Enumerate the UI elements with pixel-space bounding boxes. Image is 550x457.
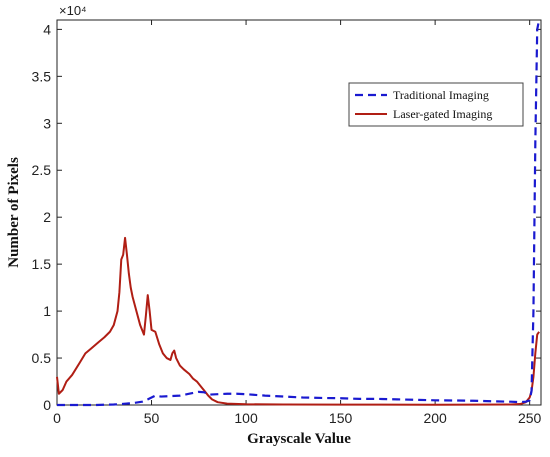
y-axis-multiplier: ×10⁴ (59, 3, 87, 18)
x-tick-label: 250 (518, 410, 542, 426)
series-line-traditional-imaging (57, 19, 541, 407)
y-tick-label: 3 (43, 115, 51, 131)
x-axis-ticks: 0 50 100 150 200 250 (53, 20, 542, 426)
y-axis-label: Number of Pixels (6, 157, 22, 268)
x-tick-label: 0 (53, 410, 61, 426)
x-tick-label: 150 (329, 410, 353, 426)
x-tick-label: 50 (144, 410, 160, 426)
y-tick-label: 1.5 (32, 256, 52, 272)
legend-label-traditional-imaging: Traditional Imaging (393, 88, 489, 102)
y-tick-label: 2 (43, 209, 51, 225)
y-tick-label: 0.5 (32, 350, 52, 366)
y-axis-ticks: 0 0.5 1 1.5 2 2.5 3 3.5 4 (32, 21, 541, 413)
legend-box (348, 82, 524, 127)
y-tick-label: 2.5 (32, 162, 52, 178)
legend-label-laser-gated-imaging: Laser-gated Imaging (393, 107, 492, 121)
series-group (56, 19, 541, 407)
series-line-laser-gated-imaging (56, 236, 540, 406)
x-axis-label: Grayscale Value (247, 431, 351, 447)
y-tick-label: 4 (43, 21, 51, 37)
legend: Traditional Imaging Laser-gated Imaging (348, 82, 524, 127)
plot-area (56, 19, 542, 406)
y-tick-label: 3.5 (32, 68, 52, 84)
y-tick-label: 1 (43, 303, 51, 319)
x-tick-label: 100 (234, 410, 258, 426)
x-tick-label: 200 (423, 410, 447, 426)
y-tick-label: 0 (43, 397, 51, 413)
